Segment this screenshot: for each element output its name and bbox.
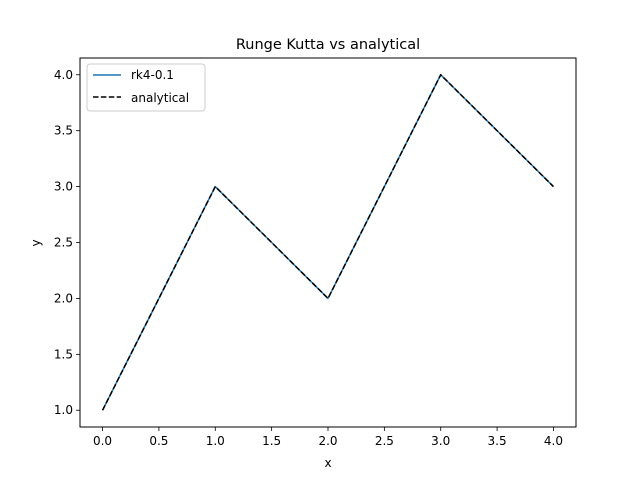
y-tick-label: 2.5 [54,236,73,250]
x-tick-label: 3.0 [431,434,450,448]
y-axis-label: y [29,239,43,246]
y-axis-ticks: 1.0 1.5 2.0 2.5 3.0 3.5 4.0 [54,68,80,417]
y-tick-label: 4.0 [54,68,73,82]
x-tick-label: 2.0 [318,434,337,448]
x-tick-label: 1.5 [262,434,281,448]
plot-frame [79,57,577,428]
y-tick-label: 3.0 [54,180,73,194]
plot-area [79,57,577,428]
x-tick-label: 1.0 [206,434,225,448]
legend: rk4-0.1 analytical [86,63,206,112]
series-line-1 [101,74,554,411]
legend-label-rk4: rk4-0.1 [131,68,174,82]
chart-title: Runge Kutta vs analytical [236,37,420,53]
y-tick-label: 1.5 [54,347,73,361]
x-tick-label: 0.5 [149,434,168,448]
x-tick-label: 4.0 [544,434,563,448]
y-tick-label: 2.0 [54,291,73,305]
legend-label-analytical: analytical [131,91,189,105]
x-tick-label: 3.5 [488,434,507,448]
x-axis-label: x [324,456,331,470]
x-tick-label: 0.0 [93,434,112,448]
series-layer [101,74,554,411]
x-axis-ticks: 0.0 0.5 1.0 1.5 2.0 2.5 3.0 3.5 4.0 [93,427,563,448]
y-tick-label: 3.5 [54,124,73,138]
x-tick-label: 2.5 [375,434,394,448]
y-tick-label: 1.0 [54,403,73,417]
